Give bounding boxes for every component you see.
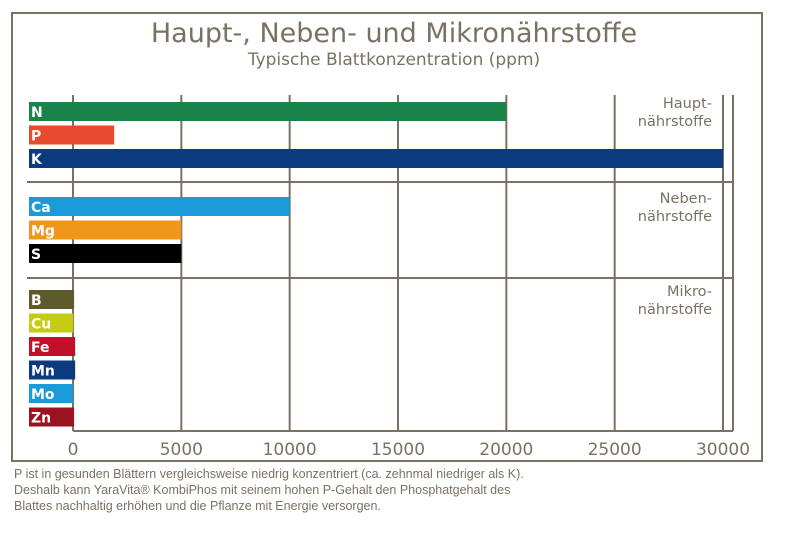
bar-ca <box>29 197 290 216</box>
footnote-line-2: Deshalb kann YaraVita® KombiPhos mit sei… <box>14 483 511 497</box>
bar-label-mo: Mo <box>31 387 55 403</box>
group-label: nährstoffe <box>638 114 712 130</box>
footnote-line-1: P ist in gesunden Blättern vergleichswei… <box>14 467 524 481</box>
bar-label-k: K <box>31 152 43 168</box>
group-label: Neben- <box>660 191 712 207</box>
group-label: Mikro- <box>667 284 712 300</box>
bar-k <box>29 149 723 168</box>
bar-label-mg: Mg <box>31 224 55 240</box>
x-tick-label: 25000 <box>588 440 642 460</box>
chart-subtitle: Typische Blattkonzentration (ppm) <box>247 50 541 70</box>
bar-zn <box>29 407 75 427</box>
group-label: nährstoffe <box>638 209 712 225</box>
bar-label-b: B <box>31 293 42 309</box>
bar-mn <box>29 360 76 380</box>
bar-s <box>29 244 182 263</box>
bar-label-ca: Ca <box>31 200 51 216</box>
bar-label-zn: Zn <box>31 411 51 427</box>
group-label: Haupt- <box>663 96 712 112</box>
chart-frame <box>11 12 763 462</box>
bar-label-n: N <box>31 105 43 121</box>
x-tick-label: 5000 <box>160 440 203 460</box>
x-tick-label: 10000 <box>263 440 317 460</box>
bar-fe <box>29 337 76 356</box>
bar-cu <box>29 313 74 333</box>
bar-label-cu: Cu <box>31 317 51 333</box>
bar-n <box>29 102 507 121</box>
x-tick-label: 20000 <box>479 440 533 460</box>
bar-p <box>29 125 115 145</box>
footnote: P ist in gesunden Blättern vergleichswei… <box>14 466 774 514</box>
bar-b <box>29 290 75 309</box>
group-label: nährstoffe <box>638 302 712 318</box>
x-tick-label: 0 <box>68 440 79 460</box>
chart-title: Haupt-, Neben- und Mikronährstoffe <box>150 18 638 49</box>
bar-mg <box>29 220 182 240</box>
bar-mo <box>29 384 74 403</box>
x-tick-label: 30000 <box>696 440 750 460</box>
bar-label-p: P <box>31 129 41 145</box>
bar-label-s: S <box>31 247 41 263</box>
bar-label-mn: Mn <box>31 364 55 380</box>
footnote-line-3: Blattes nachhaltig erhöhen und die Pflan… <box>14 499 381 513</box>
bar-label-fe: Fe <box>31 340 50 356</box>
x-tick-label: 15000 <box>371 440 425 460</box>
